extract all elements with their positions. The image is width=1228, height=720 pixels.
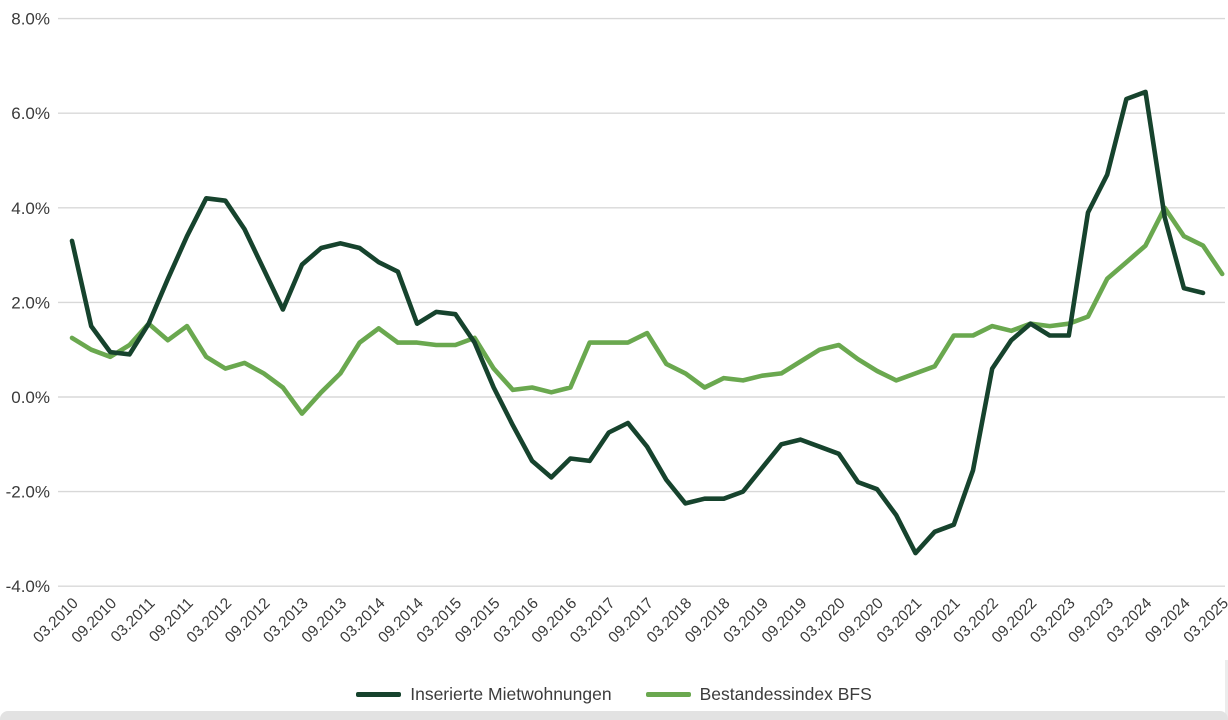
series-line-inserierte-mietwohnungen <box>69 89 1206 556</box>
line-chart: 8.0%6.0%4.0%2.0%0.0%-2.0%-4.0%03.201009.… <box>6 10 1228 647</box>
y-axis-tick-label: -2.0% <box>6 483 50 502</box>
legend-label-bestandessindex-bfs: Bestandessindex BFS <box>699 684 872 704</box>
legend-line-swatch-dark-green <box>356 692 402 697</box>
y-axis-tick-label: 8.0% <box>11 10 50 29</box>
chart-legend: Inserierte Mietwohnungen Bestandessindex… <box>0 684 1228 705</box>
y-axis-tick-label: 4.0% <box>11 199 50 218</box>
window-bottom-edge-bar <box>0 711 1228 720</box>
y-axis-tick-label: 6.0% <box>11 104 50 123</box>
series-line-bestandessindex-bfs <box>69 205 1225 416</box>
legend-line-swatch-light-green <box>645 692 691 697</box>
legend-item-bestandessindex-bfs: Bestandessindex BFS <box>645 684 872 705</box>
legend-item-inserierte-mietwohnungen: Inserierte Mietwohnungen <box>356 684 612 705</box>
y-axis-tick-label: 2.0% <box>11 293 50 312</box>
legend-label-inserierte-mietwohnungen: Inserierte Mietwohnungen <box>410 684 612 704</box>
y-axis-tick-label: 0.0% <box>11 388 50 407</box>
window-right-edge <box>1225 660 1228 720</box>
y-axis-tick-label: -4.0% <box>6 577 50 596</box>
